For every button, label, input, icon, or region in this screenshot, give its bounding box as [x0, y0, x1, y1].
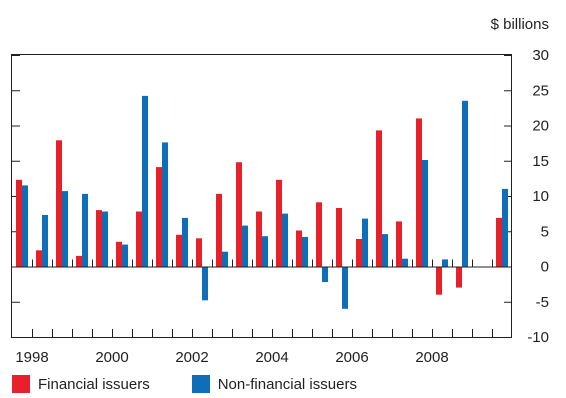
financial-bar [136, 211, 142, 267]
nonfinancial-bar [362, 218, 368, 267]
nonfinancial-bar [502, 188, 508, 267]
nonfinancial-bar [62, 191, 68, 267]
nonfinancial-bar [302, 236, 308, 267]
nonfinancial-bar [342, 266, 348, 309]
y-tick-label: 25 [532, 82, 549, 99]
legend-swatch-nonfinancial [191, 375, 210, 393]
financial-bar [456, 266, 462, 288]
financial-bar [436, 266, 442, 295]
y-tick-label: 20 [532, 118, 549, 135]
bars [16, 95, 508, 309]
y-tick-label: 10 [532, 188, 549, 205]
financial-bar [356, 239, 362, 267]
nonfinancial-bar [182, 217, 188, 267]
nonfinancial-bar [462, 100, 468, 267]
y-tick-label: 30 [532, 47, 549, 64]
nonfinancial-bar [262, 236, 268, 267]
bar-chart: $ billions -10 -5 0 5 10 15 20 25 30 1998 2000 200… [11, 16, 549, 366]
nonfinancial-bar [222, 251, 228, 267]
nonfinancial-bar [402, 258, 408, 267]
financial-bar [276, 179, 282, 267]
legend-swatch-financial [12, 375, 30, 393]
financial-bar [96, 210, 102, 267]
y-tick-label: 0 [541, 259, 549, 276]
nonfinancial-bar [202, 266, 208, 301]
financial-bar [256, 211, 262, 267]
legend-item-financial: Financial issuers [10, 375, 150, 393]
nonfinancial-bar [142, 95, 148, 267]
financial-bar [196, 238, 202, 267]
nonfinancial-bar [162, 142, 168, 267]
nonfinancial-bar [242, 225, 248, 267]
nonfinancial-bar [322, 266, 328, 282]
y-tick-label: -5 [536, 294, 549, 311]
y-axis: -10 -5 0 5 10 15 20 25 30 [12, 47, 549, 346]
financial-bar [16, 179, 22, 267]
nonfinancial-bar [22, 185, 28, 267]
financial-bar [336, 208, 342, 267]
x-tick-label: 2000 [95, 349, 128, 366]
nonfinancial-bar [442, 259, 448, 267]
financial-bar [396, 221, 402, 267]
nonfinancial-bar [42, 215, 48, 267]
x-axis-labels: 1998 2000 2002 2004 2006 2008 [15, 349, 448, 366]
nonfinancial-bar [382, 234, 388, 267]
financial-bar [236, 162, 242, 267]
y-tick-label: 15 [532, 153, 549, 170]
y-tick-label: -10 [527, 329, 549, 346]
unit-label: $ billions [491, 16, 549, 33]
financial-bar [116, 241, 122, 267]
legend-label-nonfinancial: Non-financial issuers [217, 375, 357, 393]
financial-bar [316, 202, 322, 267]
nonfinancial-bar [82, 193, 88, 267]
nonfinancial-bar [122, 244, 128, 267]
financial-bar [36, 250, 42, 267]
legend-item-nonfinancial: Non-financial issuers [190, 375, 357, 393]
financial-bar [76, 255, 82, 267]
financial-bar [56, 140, 62, 267]
x-tick-label: 2004 [255, 349, 288, 366]
x-minor-ticks [32, 259, 493, 337]
y-tick-label: 5 [541, 223, 549, 240]
financial-bar [176, 234, 182, 267]
x-tick-label: 2002 [175, 349, 208, 366]
legend: Financial issuers Non-financial issuers [10, 372, 397, 396]
nonfinancial-bar [102, 211, 108, 267]
financial-bar [496, 217, 502, 267]
financial-bar [156, 167, 162, 267]
nonfinancial-bar [282, 213, 288, 267]
x-tick-label: 2008 [415, 349, 448, 366]
financial-bar [296, 230, 302, 267]
financial-bar [416, 118, 422, 267]
nonfinancial-bar [422, 160, 428, 267]
x-tick-label: 1998 [15, 349, 48, 366]
financial-bar [376, 130, 382, 267]
legend-label-financial: Financial issuers [38, 375, 150, 393]
financial-bar [216, 193, 222, 267]
x-tick-label: 2006 [335, 349, 368, 366]
